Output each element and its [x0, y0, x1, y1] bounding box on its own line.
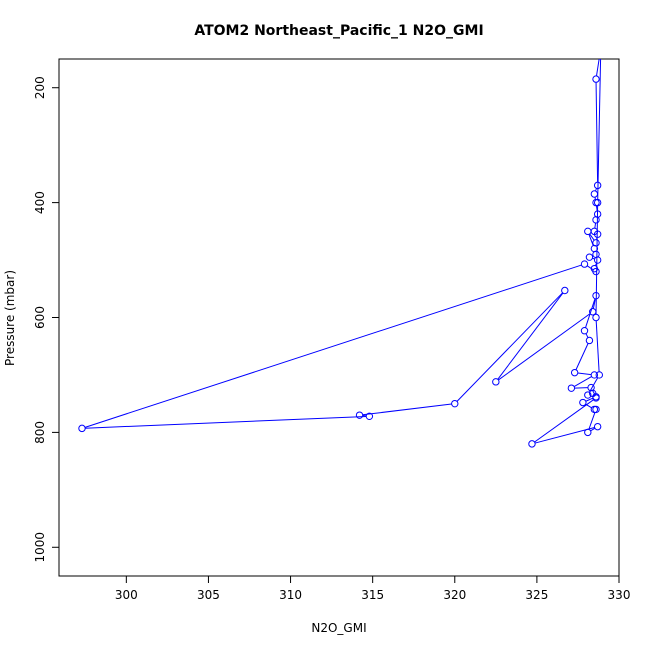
x-tick-label: 315: [361, 588, 384, 602]
x-tick-label: 325: [525, 588, 548, 602]
y-tick-label: 600: [33, 306, 47, 329]
x-tick-label: 320: [443, 588, 466, 602]
x-tick-label: 330: [608, 588, 631, 602]
x-tick-label: 305: [197, 588, 220, 602]
y-tick-label: 200: [33, 76, 47, 99]
y-tick-label: 400: [33, 191, 47, 214]
x-tick-label: 300: [115, 588, 138, 602]
y-tick-label: 1000: [33, 532, 47, 563]
x-tick-label: 310: [279, 588, 302, 602]
y-axis-label: Pressure (mbar): [3, 270, 17, 366]
x-axis-label: N2O_GMI: [311, 621, 366, 635]
y-tick-label: 800: [33, 421, 47, 444]
chart-title: ATOM2 Northeast_Pacific_1 N2O_GMI: [194, 23, 483, 39]
